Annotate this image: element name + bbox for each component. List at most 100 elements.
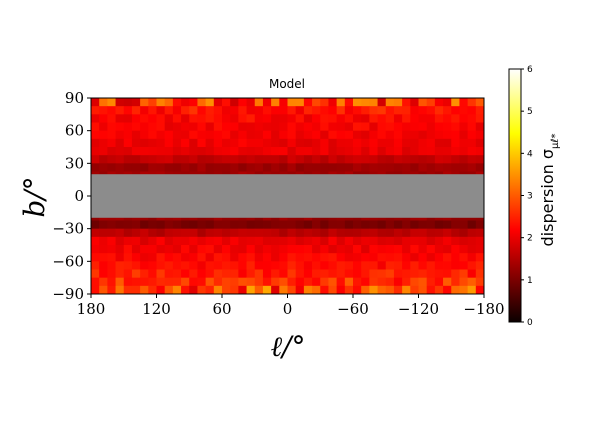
heatmap-cell — [140, 277, 149, 287]
heatmap-cell — [312, 236, 321, 246]
heatmap-cell — [213, 277, 223, 287]
heatmap-cell — [402, 130, 411, 140]
heatmap-cell — [140, 220, 149, 230]
heatmap-cell — [369, 277, 378, 287]
heatmap-cell — [140, 155, 149, 164]
heatmap-cell — [295, 106, 305, 115]
heatmap-cell — [434, 106, 444, 115]
heatmap-cell — [344, 98, 354, 107]
heatmap-cell — [123, 155, 133, 164]
heatmap-cell — [393, 122, 403, 132]
heatmap-cell — [320, 261, 329, 270]
heatmap-cell — [197, 285, 207, 295]
heatmap-cell — [164, 253, 174, 262]
heatmap-cell — [230, 253, 239, 262]
heatmap-cell — [172, 236, 182, 246]
heatmap-cell — [426, 285, 436, 295]
heatmap-cell — [123, 130, 133, 140]
heatmap-cell — [148, 285, 157, 295]
heatmap-cell — [295, 277, 305, 287]
heatmap-cell — [443, 245, 452, 254]
heatmap-cell — [393, 130, 403, 140]
heatmap-cell — [222, 122, 231, 132]
heatmap-cell — [410, 114, 419, 123]
heatmap-cell — [164, 228, 174, 238]
heatmap-cell — [140, 130, 149, 140]
heatmap-cell — [320, 138, 329, 148]
heatmap-cell — [328, 163, 338, 172]
heatmap-cell — [205, 245, 215, 254]
heatmap-cell — [434, 269, 444, 279]
heatmap-cell — [254, 130, 264, 140]
heatmap-cell — [189, 130, 198, 140]
heatmap-cell — [303, 114, 313, 123]
heatmap-cell — [107, 114, 116, 123]
colorbar-ticks: 0 1 2 3 4 5 6 — [521, 65, 533, 328]
heatmap-cell — [197, 114, 207, 123]
heatmap-cell — [230, 228, 239, 238]
heatmap-cell — [91, 285, 100, 295]
heatmap-cell — [262, 285, 272, 295]
heatmap-cell — [459, 285, 469, 295]
heatmap-cell — [115, 261, 125, 270]
heatmap-cell — [303, 220, 313, 230]
heatmap-cell — [238, 261, 247, 270]
heatmap-cell — [99, 106, 108, 115]
heatmap-cell — [279, 220, 288, 230]
heatmap-cell — [287, 147, 297, 156]
heatmap-cell — [189, 163, 198, 172]
heatmap-cell — [393, 98, 403, 107]
heatmap-cell — [262, 236, 272, 246]
heatmap-cell — [475, 269, 485, 279]
heatmap-cell — [361, 114, 370, 123]
heatmap-cell — [197, 261, 207, 270]
heatmap-cell — [320, 147, 329, 156]
heatmap-cell — [238, 147, 247, 156]
colorbar-label-subscript: μℓ* — [550, 134, 561, 150]
heatmap-cell — [271, 236, 280, 246]
heatmap-cell — [287, 114, 297, 123]
heatmap-cell — [230, 106, 239, 115]
heatmap-cell — [189, 245, 198, 254]
heatmap-cell — [230, 155, 239, 164]
heatmap-cell — [402, 269, 411, 279]
heatmap-cell — [459, 130, 469, 140]
heatmap-cell — [451, 106, 460, 115]
heatmap-cell — [271, 220, 280, 230]
heatmap-cell — [344, 285, 354, 295]
heatmap-cell — [91, 261, 100, 270]
heatmap-cell — [99, 114, 108, 123]
heatmap-cell — [213, 253, 223, 262]
heatmap-cell — [353, 261, 362, 270]
heatmap-cell — [279, 236, 288, 246]
heatmap-cell — [418, 220, 428, 230]
heatmap-cell — [131, 98, 141, 107]
heatmap-cell — [222, 253, 231, 262]
heatmap-cell — [254, 253, 264, 262]
heatmap-cell — [222, 277, 231, 287]
heatmap-cell — [287, 285, 297, 295]
heatmap-cell — [189, 122, 198, 132]
heatmap-cell — [172, 245, 182, 254]
heatmap-cell — [99, 253, 108, 262]
heatmap-cell — [303, 98, 313, 107]
heatmap-cell — [238, 138, 247, 148]
heatmap-cell — [189, 106, 198, 115]
heatmap-cell — [328, 236, 338, 246]
heatmap-cell — [336, 285, 346, 295]
heatmap-cell — [443, 269, 452, 279]
heatmap-cell — [312, 114, 321, 123]
heatmap-cell — [361, 253, 370, 262]
heatmap-cell — [254, 285, 264, 295]
heatmap-cell — [262, 245, 272, 254]
heatmap-cell — [246, 220, 256, 230]
heatmap-cell — [246, 163, 256, 172]
heatmap-cell — [328, 122, 338, 132]
heatmap-cell — [410, 285, 419, 295]
heatmap-cell — [467, 155, 477, 164]
heatmap-cell — [467, 220, 477, 230]
heatmap-cell — [467, 253, 477, 262]
heatmap-cell — [320, 236, 329, 246]
heatmap-cell — [418, 269, 428, 279]
heatmap-cell — [279, 106, 288, 115]
